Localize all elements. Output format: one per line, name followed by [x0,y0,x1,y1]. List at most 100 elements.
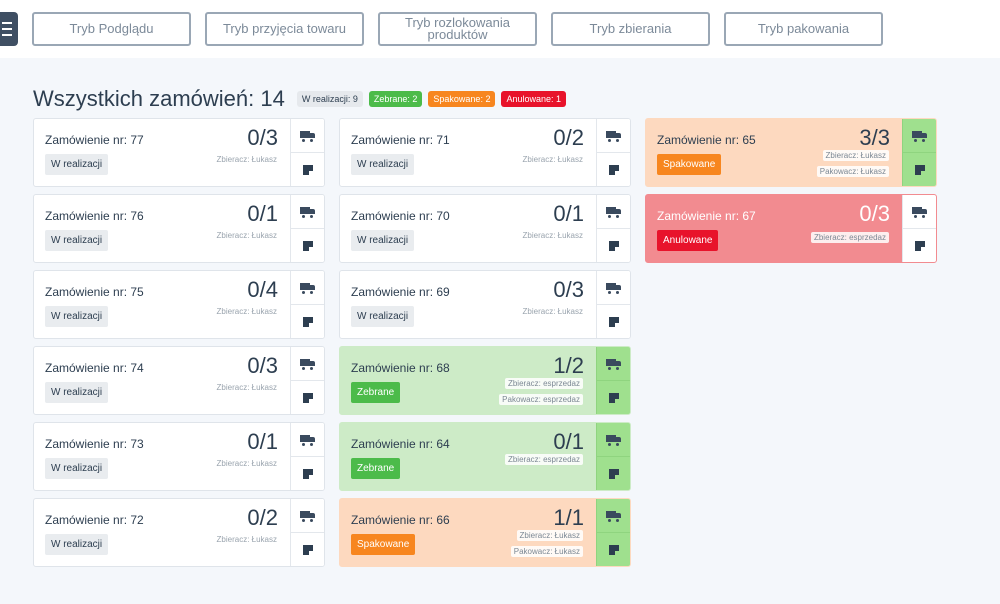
packer-label: Pakowacz: Łukasz [510,546,583,557]
note-button[interactable] [290,229,324,262]
note-icon [302,241,313,251]
order-title: Zamówienie nr: 69 [351,285,450,299]
order-title: Zamówienie nr: 67 [657,209,756,223]
shipping-button[interactable] [290,119,324,153]
note-icon [914,241,925,251]
order-progress-count: 0/3 [859,201,890,226]
chip-packed: Spakowane: 2 [428,91,496,107]
shipping-button[interactable] [290,195,324,229]
shipping-button[interactable] [902,119,936,153]
note-button[interactable] [596,381,630,414]
order-progress-count: 0/1 [247,429,278,454]
picker-label: Zbieracz: Łukasz [216,307,277,316]
status-badge: W realizacji [45,154,109,175]
order-card[interactable]: Zamówienie nr: 73 0/1 W realizacji Zbieracz… [33,422,325,491]
mode-button-product-allocation[interactable]: Tryb rozlokowania produktów [378,12,537,46]
order-card[interactable]: Zamówienie nr: 64 0/1 Zebrane Zbieracz: esp… [339,422,631,491]
mode-button-goods-receipt[interactable]: Tryb przyjęcia towaru [205,12,364,46]
hamburger-menu-icon[interactable] [0,12,18,46]
order-progress-count: 0/1 [247,201,278,226]
mode-button-picking[interactable]: Tryb zbierania [551,12,710,46]
shipping-button[interactable] [902,195,936,229]
order-card[interactable]: Zamówienie nr: 77 0/3 W realizacji Zbieracz… [33,118,325,187]
shipping-button[interactable] [596,271,630,305]
mode-button-packing[interactable]: Tryb pakowania [724,12,883,46]
order-card[interactable]: Zamówienie nr: 67 0/3 Anulowane Zbieracz: e… [645,194,937,263]
order-title: Zamówienie nr: 73 [45,437,144,451]
order-card[interactable]: Zamówienie nr: 74 0/3 W realizacji Zbieracz… [33,346,325,415]
note-icon [302,165,313,175]
order-card[interactable]: Zamówienie nr: 70 0/1 W realizacji Zbieracz… [339,194,631,263]
note-button[interactable] [290,457,324,490]
order-progress-count: 1/1 [553,505,584,530]
picker-label: Zbieracz: Łukasz [516,530,583,541]
note-button[interactable] [290,153,324,186]
note-icon [608,317,619,327]
truck-icon [300,283,315,294]
order-card[interactable]: Zamówienie nr: 71 0/2 W realizacji Zbieracz… [339,118,631,187]
order-card[interactable]: Zamówienie nr: 68 1/2 Zebrane Zbieracz: esp… [339,346,631,415]
note-button[interactable] [596,533,630,566]
truck-icon [912,131,927,142]
note-button[interactable] [902,229,936,262]
note-icon [608,165,619,175]
order-card[interactable]: Zamówienie nr: 72 0/2 W realizacji Zbieracz… [33,498,325,567]
status-badge: Zebrane [351,382,401,403]
note-button[interactable] [290,305,324,338]
shipping-button[interactable] [290,271,324,305]
status-badge: W realizacji [45,230,109,251]
note-icon [302,545,313,555]
note-button[interactable] [596,229,630,262]
truck-icon [912,207,927,218]
picker-label: Zbieracz: esprzedaz [504,454,583,465]
shipping-button[interactable] [596,499,630,533]
note-button[interactable] [290,381,324,414]
shipping-button[interactable] [596,119,630,153]
note-button[interactable] [596,305,630,338]
shipping-button[interactable] [290,347,324,381]
picker-label: Zbieracz: Łukasz [822,150,889,161]
order-card[interactable]: Zamówienie nr: 75 0/4 W realizacji Zbieracz… [33,270,325,339]
status-badge: Zebrane [351,458,401,479]
order-progress-count: 0/2 [247,505,278,530]
order-card[interactable]: Zamówienie nr: 69 0/3 W realizacji Zbieracz… [339,270,631,339]
order-progress-count: 0/1 [553,201,584,226]
truck-icon [606,511,621,522]
chip-in-progress: W realizacji: 9 [296,91,363,107]
truck-icon [606,359,621,370]
shipping-button[interactable] [290,423,324,457]
order-card[interactable]: Zamówienie nr: 76 0/1 W realizacji Zbieracz… [33,194,325,263]
chip-cancelled: Anulowane: 1 [501,91,566,107]
order-title: Zamówienie nr: 76 [45,209,144,223]
truck-icon [606,283,621,294]
note-icon [302,469,313,479]
shipping-button[interactable] [596,347,630,381]
picker-label: Zbieracz: Łukasz [216,383,277,392]
shipping-button[interactable] [290,499,324,533]
truck-icon [606,435,621,446]
note-icon [608,241,619,251]
note-button[interactable] [596,153,630,186]
status-badge: W realizacji [45,306,109,327]
order-title: Zamówienie nr: 75 [45,285,144,299]
order-card[interactable]: Zamówienie nr: 66 1/1 Spakowane Zbieracz: Ł… [339,498,631,567]
note-button[interactable] [596,457,630,490]
shipping-button[interactable] [596,423,630,457]
order-title: Zamówienie nr: 68 [351,361,450,375]
truck-icon [606,207,621,218]
truck-icon [300,511,315,522]
truck-icon [606,131,621,142]
picker-label: Zbieracz: esprzedaz [504,378,583,389]
shipping-button[interactable] [596,195,630,229]
top-toolbar: Tryb Podglądu Tryb przyjęcia towaru Tryb… [0,0,1000,58]
note-button[interactable] [290,533,324,566]
order-progress-count: 0/3 [247,125,278,150]
order-progress-count: 0/4 [247,277,278,302]
order-title: Zamówienie nr: 72 [45,513,144,527]
note-button[interactable] [902,153,936,186]
order-progress-count: 1/2 [553,353,584,378]
order-progress-count: 0/3 [553,277,584,302]
mode-button-preview[interactable]: Tryb Podglądu [32,12,191,46]
order-card[interactable]: Zamówienie nr: 65 3/3 Spakowane Zbieracz: Ł… [645,118,937,187]
status-badge: Anulowane [657,230,719,251]
